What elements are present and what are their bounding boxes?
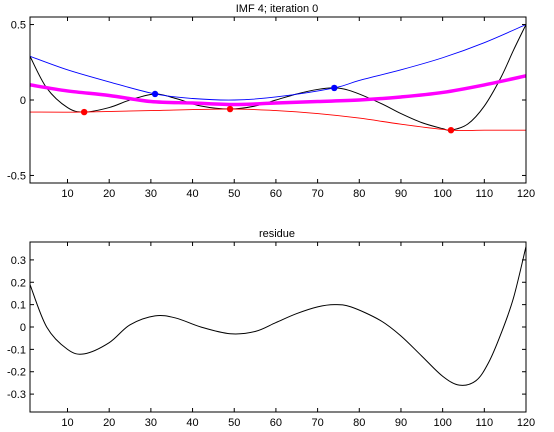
axes-frame [29, 241, 527, 413]
x-tick-label: 100 [433, 188, 451, 200]
y-tick-label: 0 [20, 95, 26, 107]
x-tick-label: 20 [103, 417, 115, 429]
x-tick-label: 80 [353, 188, 365, 200]
x-tick-label: 60 [270, 188, 282, 200]
maximum-point [331, 84, 338, 92]
plot-area [30, 245, 526, 386]
signal-line [30, 24, 526, 131]
y-tick-label: 0 [20, 322, 26, 334]
x-tick-label: 110 [476, 417, 494, 429]
x-tick-label: 40 [186, 188, 198, 200]
x-tick-label: 30 [145, 188, 157, 200]
x-tick-label: 100 [433, 417, 451, 429]
residue-line [30, 245, 526, 386]
x-tick-label: 60 [270, 417, 282, 429]
x-tick-label: 120 [517, 188, 535, 200]
y-tick-label: 0.1 [11, 300, 26, 312]
y-tick-label: -0.5 [7, 170, 26, 182]
minimum-point [226, 105, 234, 113]
axes-frame [29, 16, 527, 184]
y-tick-label: 0.3 [11, 255, 26, 267]
maximum-point [151, 90, 159, 98]
y-tick-label: -0.1 [7, 344, 26, 356]
x-tick-label: 20 [103, 188, 115, 200]
minimum-point [447, 126, 455, 134]
x-tick-label: 90 [395, 188, 407, 200]
x-tick-label: 110 [476, 188, 494, 200]
x-tick-label: 120 [517, 417, 535, 429]
plot-area [30, 24, 526, 134]
y-tick-label: -0.2 [7, 367, 26, 379]
residue-panel-title: residue [259, 228, 295, 240]
x-tick-label: 50 [228, 188, 240, 200]
x-tick-label: 70 [311, 417, 323, 429]
upper-envelope-line [30, 24, 526, 101]
mean-envelope-line [30, 74, 526, 107]
lower-envelope-line [30, 108, 526, 132]
x-tick-label: 10 [61, 188, 73, 200]
x-tick-label: 30 [145, 417, 157, 429]
x-tick-label: 90 [395, 417, 407, 429]
x-tick-label: 80 [353, 417, 365, 429]
imf-panel: IMF 4; iteration 0 10 20 30 40 50 60 70 80 90 100… [7, 3, 535, 200]
y-tick-label: -0.3 [7, 389, 26, 401]
minimum-point [80, 108, 88, 116]
imf-panel-title: IMF 4; iteration 0 [236, 3, 319, 15]
y-tick-label: 0.2 [11, 277, 26, 289]
x-tick-label: 40 [186, 417, 198, 429]
x-tick-label: 10 [61, 417, 73, 429]
residue-panel: residue 10 20 30 40 50 60 70 80 90 100 110 120 -0.3 -… [7, 228, 535, 429]
x-tick-label: 50 [228, 417, 240, 429]
x-tick-label: 70 [311, 188, 323, 200]
y-tick-label: 0.5 [11, 20, 26, 32]
